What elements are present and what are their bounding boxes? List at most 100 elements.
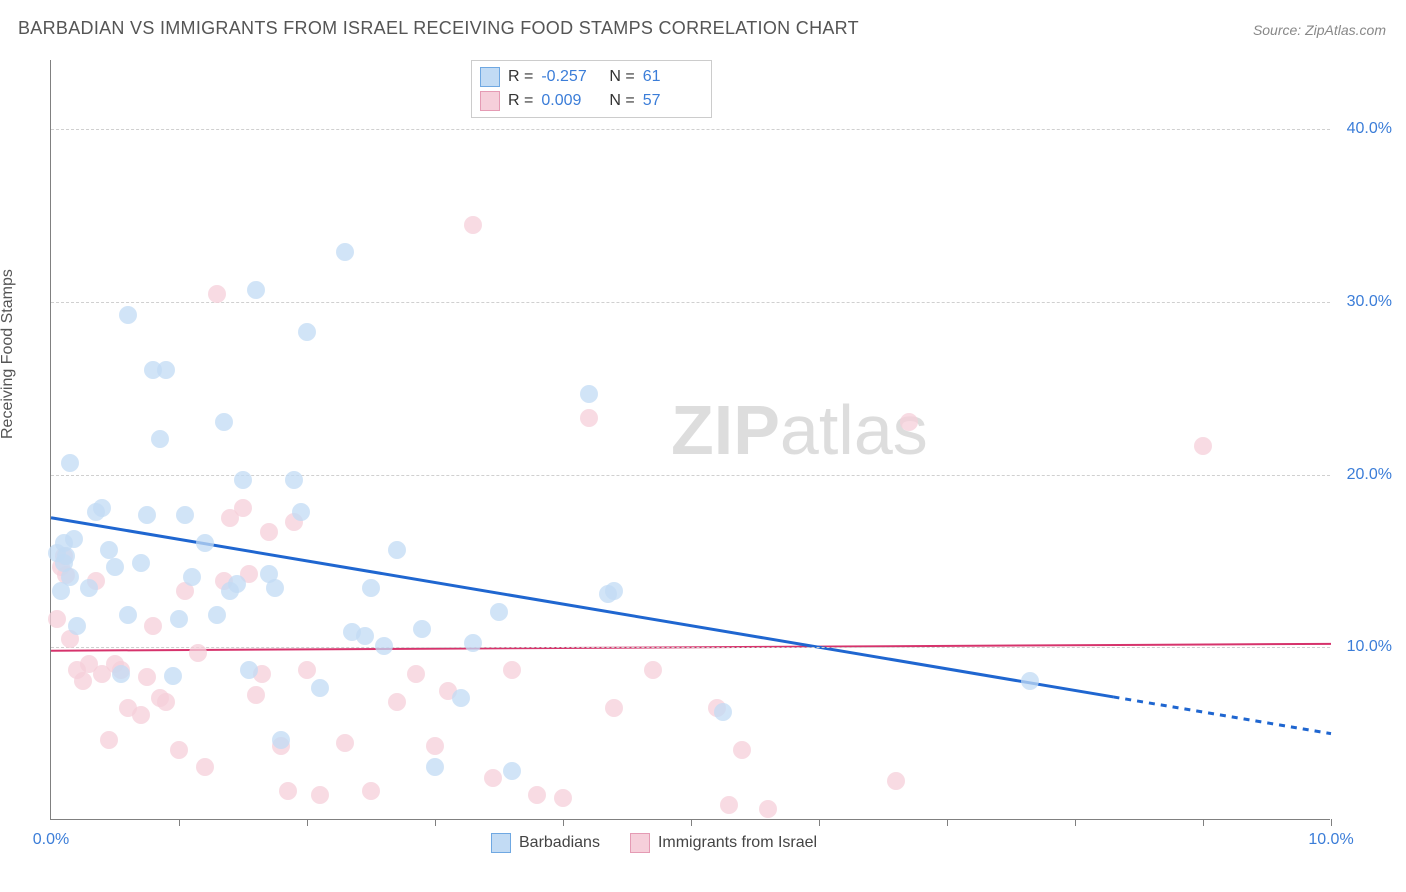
data-point-barbadians <box>100 541 118 559</box>
data-point-israel <box>74 672 92 690</box>
data-point-barbadians <box>292 503 310 521</box>
data-point-barbadians <box>57 547 75 565</box>
data-point-barbadians <box>1021 672 1039 690</box>
data-point-israel <box>554 789 572 807</box>
data-point-barbadians <box>503 762 521 780</box>
stats-row-a: R = -0.257 N = 61 <box>480 65 703 89</box>
data-point-israel <box>234 499 252 517</box>
data-point-israel <box>336 734 354 752</box>
x-tick <box>435 819 436 826</box>
data-point-israel <box>426 737 444 755</box>
data-point-israel <box>900 413 918 431</box>
x-tick-label: 0.0% <box>33 831 69 849</box>
data-point-barbadians <box>208 606 226 624</box>
stats-row-b: R = 0.009 N = 57 <box>480 89 703 113</box>
y-tick-label: 40.0% <box>1347 120 1392 138</box>
r-label: R = <box>508 89 533 113</box>
data-point-barbadians <box>164 667 182 685</box>
watermark-bold: ZIP <box>671 391 780 469</box>
data-point-barbadians <box>68 617 86 635</box>
data-point-barbadians <box>151 430 169 448</box>
data-point-barbadians <box>112 665 130 683</box>
swatch-barbadians-icon <box>480 67 500 87</box>
data-point-barbadians <box>61 454 79 472</box>
gridline <box>51 647 1330 648</box>
x-tick <box>307 819 308 826</box>
swatch-israel-icon <box>480 91 500 111</box>
data-point-barbadians <box>605 582 623 600</box>
data-point-israel <box>484 769 502 787</box>
data-point-barbadians <box>298 323 316 341</box>
r-value-a: -0.257 <box>541 65 601 89</box>
data-point-barbadians <box>228 575 246 593</box>
swatch-israel-icon <box>630 833 650 853</box>
data-point-israel <box>644 661 662 679</box>
data-point-barbadians <box>157 361 175 379</box>
legend-item-barbadians: Barbadians <box>491 833 600 853</box>
data-point-israel <box>388 693 406 711</box>
data-point-barbadians <box>119 606 137 624</box>
data-point-barbadians <box>196 534 214 552</box>
data-point-barbadians <box>80 579 98 597</box>
data-point-israel <box>407 665 425 683</box>
data-point-barbadians <box>132 554 150 572</box>
swatch-barbadians-icon <box>491 833 511 853</box>
data-point-israel <box>138 668 156 686</box>
data-point-barbadians <box>272 731 290 749</box>
data-point-israel <box>887 772 905 790</box>
data-point-barbadians <box>183 568 201 586</box>
data-point-barbadians <box>119 306 137 324</box>
trend-lines <box>51 60 1331 820</box>
data-point-barbadians <box>215 413 233 431</box>
x-tick <box>1203 819 1204 826</box>
data-point-barbadians <box>266 579 284 597</box>
data-point-israel <box>196 758 214 776</box>
data-point-israel <box>605 699 623 717</box>
data-point-barbadians <box>234 471 252 489</box>
data-point-israel <box>503 661 521 679</box>
data-point-israel <box>279 782 297 800</box>
chart-title: BARBADIAN VS IMMIGRANTS FROM ISRAEL RECE… <box>18 18 859 39</box>
data-point-israel <box>528 786 546 804</box>
x-tick <box>819 819 820 826</box>
bottom-legend: Barbadians Immigrants from Israel <box>491 833 817 853</box>
data-point-barbadians <box>138 506 156 524</box>
data-point-israel <box>170 741 188 759</box>
legend-label-a: Barbadians <box>519 834 600 852</box>
data-point-barbadians <box>240 661 258 679</box>
x-tick <box>179 819 180 826</box>
x-tick <box>691 819 692 826</box>
watermark: ZIPatlas <box>671 390 928 470</box>
data-point-israel <box>260 523 278 541</box>
data-point-barbadians <box>61 568 79 586</box>
data-point-israel <box>1194 437 1212 455</box>
data-point-israel <box>48 610 66 628</box>
y-axis-label: Receiving Food Stamps <box>0 269 17 439</box>
data-point-barbadians <box>452 689 470 707</box>
data-point-israel <box>733 741 751 759</box>
data-point-barbadians <box>714 703 732 721</box>
gridline <box>51 302 1330 303</box>
plot-area: ZIPatlas R = -0.257 N = 61 R = 0.009 N =… <box>50 60 1330 820</box>
stats-legend: R = -0.257 N = 61 R = 0.009 N = 57 <box>471 60 712 118</box>
data-point-barbadians <box>388 541 406 559</box>
data-point-barbadians <box>170 610 188 628</box>
data-point-israel <box>362 782 380 800</box>
n-label: N = <box>609 65 634 89</box>
y-tick-label: 20.0% <box>1347 466 1392 484</box>
x-tick <box>1331 819 1332 826</box>
x-tick <box>563 819 564 826</box>
n-value-b: 57 <box>643 89 703 113</box>
legend-item-israel: Immigrants from Israel <box>630 833 817 853</box>
legend-label-b: Immigrants from Israel <box>658 834 817 852</box>
data-point-barbadians <box>356 627 374 645</box>
data-point-barbadians <box>311 679 329 697</box>
n-value-a: 61 <box>643 65 703 89</box>
x-tick <box>1075 819 1076 826</box>
data-point-israel <box>720 796 738 814</box>
data-point-israel <box>157 693 175 711</box>
y-tick-label: 30.0% <box>1347 293 1392 311</box>
data-point-barbadians <box>464 634 482 652</box>
data-point-barbadians <box>93 499 111 517</box>
data-point-israel <box>298 661 316 679</box>
